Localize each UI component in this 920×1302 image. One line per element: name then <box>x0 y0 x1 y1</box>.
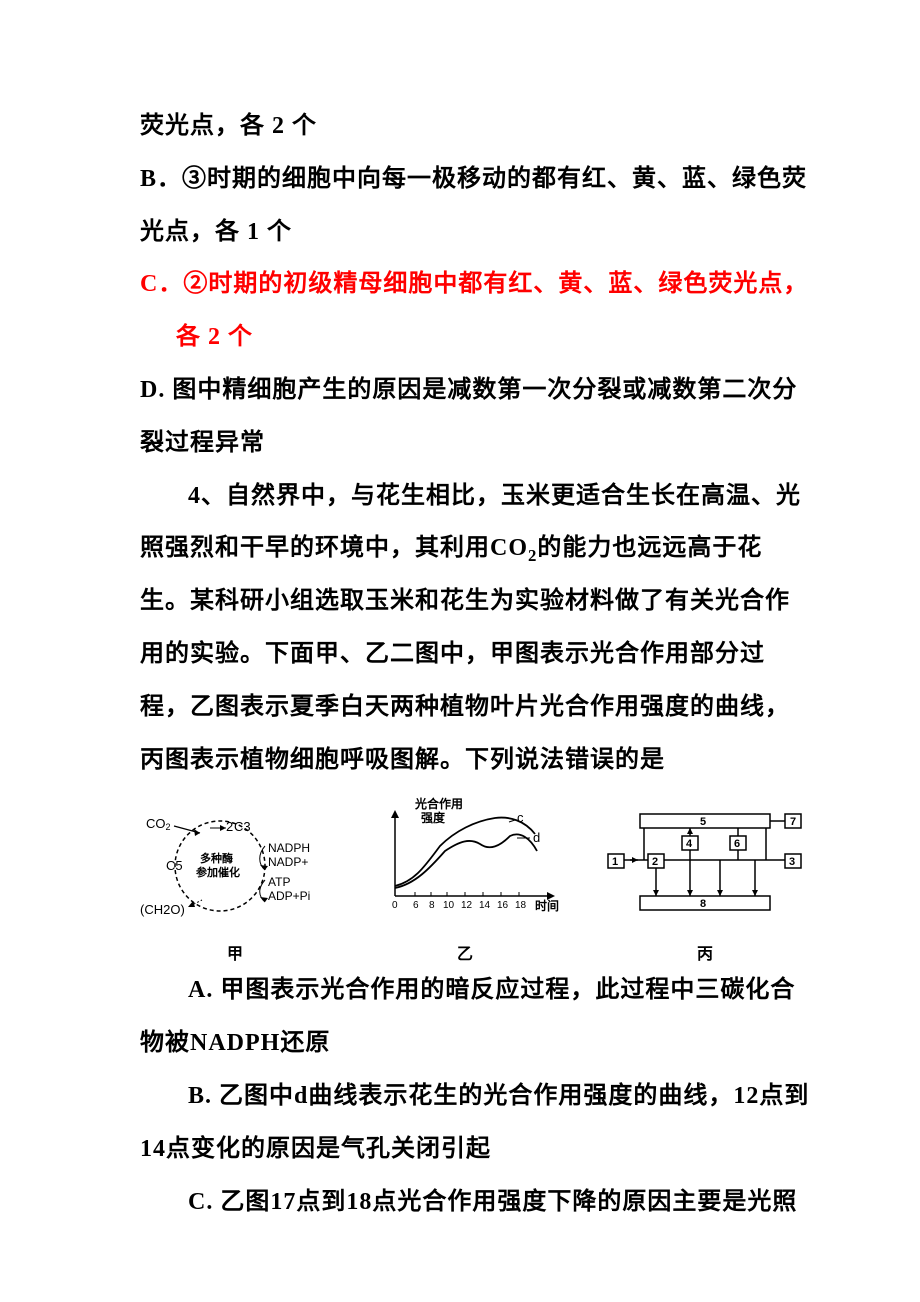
box-4: 4 <box>686 838 693 850</box>
document-page: 荧光点，各 2 个 B．③时期的细胞中向每一极移动的都有红、黄、蓝、绿色荧光点，… <box>0 0 920 1288</box>
figure-yi-label: 乙 <box>457 940 473 964</box>
figure-bing-svg: 5 7 4 6 1 <box>600 796 810 936</box>
svg-text:18: 18 <box>515 900 527 911</box>
box-7: 7 <box>790 816 796 828</box>
svg-text:0: 0 <box>392 900 398 911</box>
curve-d <box>395 835 537 889</box>
label-nadp: NADP+ <box>268 855 308 869</box>
box-3: 3 <box>789 856 795 868</box>
text-line-fragment: 荧光点，各 2 个 <box>140 100 810 153</box>
svg-text:10: 10 <box>443 900 455 911</box>
figure-row: CO2 2 C3 C5 多种酶 参加催化 NADPH NADP+ ATP ADP… <box>140 796 810 964</box>
ylabel1: 光合作用 <box>414 796 463 811</box>
label-adp: ADP+Pi <box>268 889 310 903</box>
figure-bing: 5 7 4 6 1 <box>600 796 810 964</box>
curve-c <box>395 818 535 886</box>
figure-jia-svg: CO2 2 C3 C5 多种酶 参加催化 NADPH NADP+ ATP ADP… <box>140 796 330 936</box>
label-c3: C3 <box>234 819 251 834</box>
figure-jia-label: 甲 <box>227 940 243 964</box>
svg-text:16: 16 <box>497 900 509 911</box>
option-b: B．③时期的细胞中向每一极移动的都有红、黄、蓝、绿色荧光点，各 1 个 <box>140 153 810 259</box>
label-ch2o: (CH2O) <box>140 902 185 917</box>
label-c: c <box>517 810 524 825</box>
box-6: 6 <box>734 838 740 850</box>
box-5: 5 <box>700 816 706 828</box>
figure-yi-svg: 光合作用 强度 0 6 8 10 12 14 16 18 <box>365 796 565 936</box>
label-co2: CO2 <box>146 816 171 832</box>
label-enzyme1: 多种酶 <box>200 851 233 865</box>
question-4-stem: 4、自然界中，与花生相比，玉米更适合生长在高温、光照强烈和干早的环境中，其利用C… <box>140 470 810 787</box>
q4-part2: 的能力也远远高于花生。某科研小组选取玉米和花生为实验材料做了有关光合作用的实验。… <box>140 535 790 772</box>
figure-bing-label: 丙 <box>697 940 713 964</box>
option-c2: C. 乙图17点到18点光合作用强度下降的原因主要是光照 <box>140 1176 810 1229</box>
box-2: 2 <box>652 856 658 868</box>
svg-text:8: 8 <box>429 900 435 911</box>
ylabel2: 强度 <box>421 810 446 825</box>
label-enzyme2: 参加催化 <box>196 865 240 879</box>
box-8: 8 <box>700 898 706 910</box>
option-c-highlighted: C．②时期的初级精母细胞中都有红、黄、蓝、绿色荧光点，各 2 个 <box>140 258 810 364</box>
svg-text:2: 2 <box>226 819 233 834</box>
label-atp: ATP <box>268 875 290 889</box>
x-ticks: 0 6 8 10 12 14 16 18 <box>392 900 527 911</box>
xlabel: 时间 <box>535 898 559 913</box>
svg-text:6: 6 <box>413 900 419 911</box>
box-1: 1 <box>612 856 618 868</box>
option-b2: B. 乙图中d曲线表示花生的光合作用强度的曲线，12点到14点变化的原因是气孔关… <box>140 1070 810 1176</box>
figure-jia: CO2 2 C3 C5 多种酶 参加催化 NADPH NADP+ ATP ADP… <box>140 796 330 964</box>
subscript-2: 2 <box>528 546 537 565</box>
svg-text:14: 14 <box>479 900 491 911</box>
label-d: d <box>533 830 540 845</box>
option-d: D. 图中精细胞产生的原因是减数第一次分裂或减数第二次分裂过程异常 <box>140 364 810 470</box>
figure-yi: 光合作用 强度 0 6 8 10 12 14 16 18 <box>365 796 565 964</box>
svg-text:12: 12 <box>461 900 473 911</box>
label-nadph: NADPH <box>268 841 310 855</box>
label-c5: C5 <box>166 858 183 873</box>
option-a: A. 甲图表示光合作用的暗反应过程，此过程中三碳化合物被NADPH还原 <box>140 964 810 1070</box>
